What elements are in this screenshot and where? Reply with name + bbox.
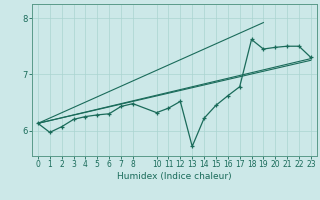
X-axis label: Humidex (Indice chaleur): Humidex (Indice chaleur)	[117, 172, 232, 181]
